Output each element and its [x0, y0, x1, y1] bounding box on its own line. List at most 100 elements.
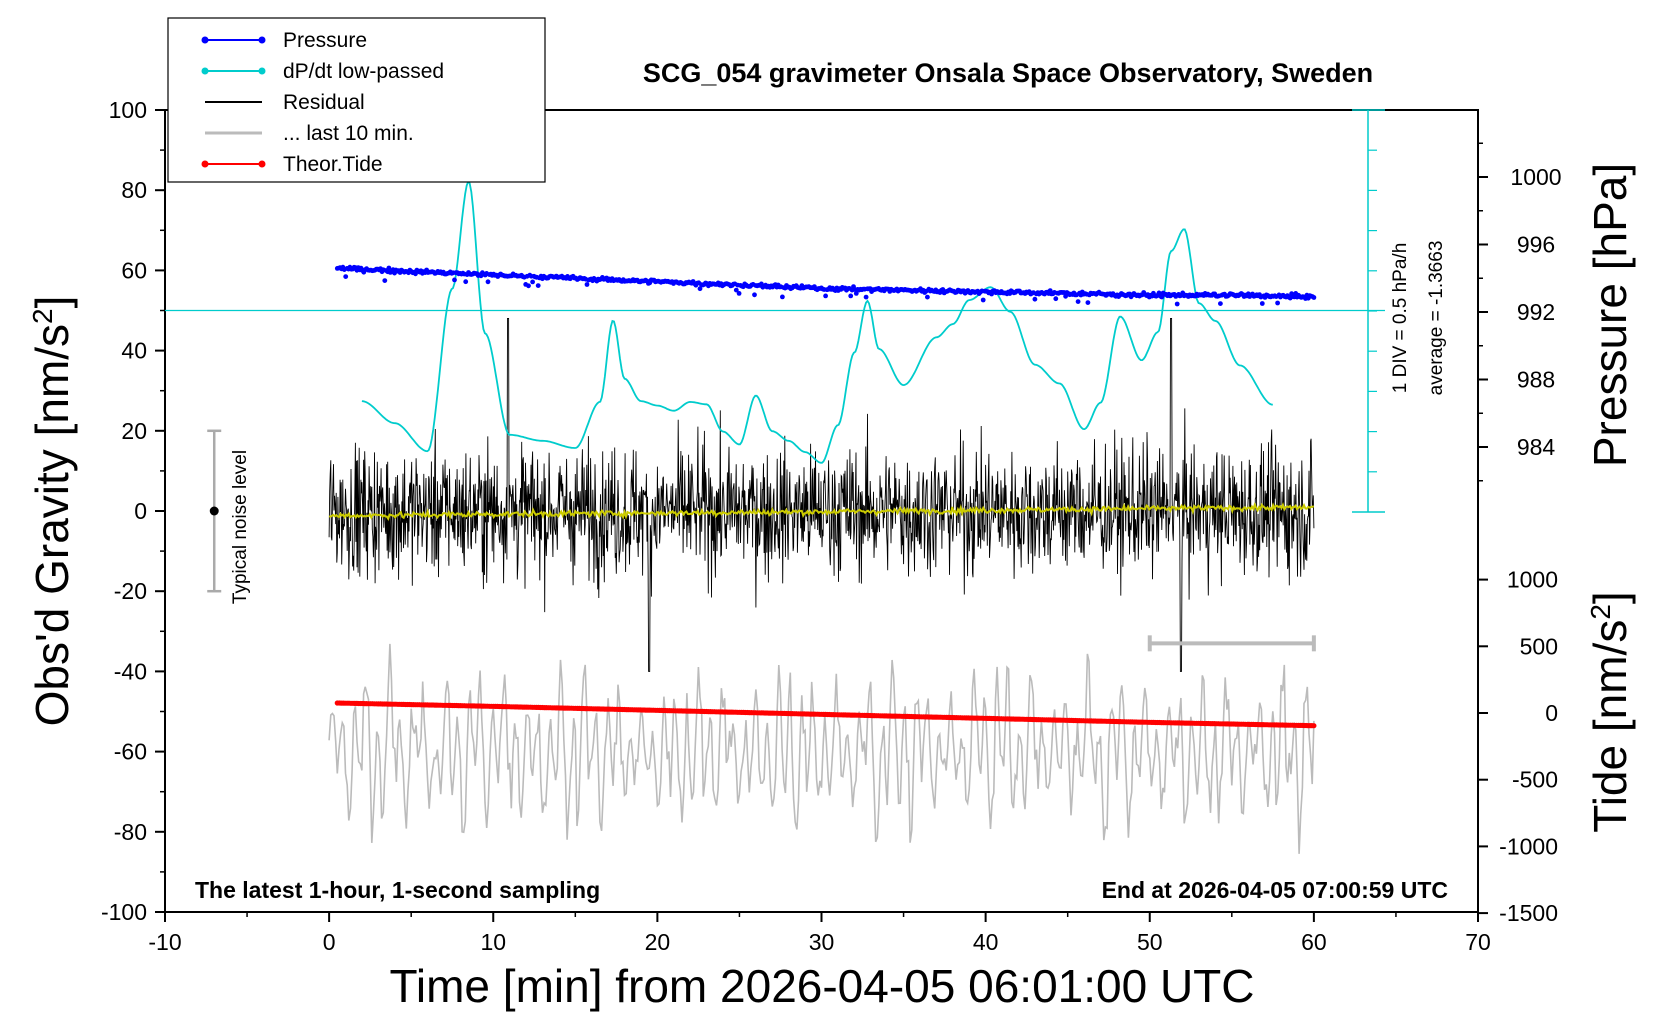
noise-level-label: Typical noise level [230, 450, 251, 604]
pressure-point [1259, 301, 1265, 306]
last10-series [328, 643, 1315, 854]
pressure-point [452, 277, 457, 283]
dpdt-scale-bar [165, 109, 1385, 513]
legend: Pressure dP/dt low-passed Residual ... last… [167, 17, 546, 183]
y-left-axis-title-sup: 2 [27, 308, 58, 324]
x-tick-label: 0 [323, 929, 336, 955]
chart-title: SCG_054 gravimeter Onsala Space Observat… [643, 58, 1373, 88]
pressure-point [853, 291, 859, 296]
x-tick-label: 30 [809, 929, 835, 955]
residual-mean-series [328, 501, 1314, 521]
legend-label: Residual [283, 91, 365, 114]
pressure-point [848, 293, 854, 299]
legend-box [167, 17, 546, 183]
legend-marker [258, 67, 266, 75]
pressure-tick-label: 1000 [1510, 164, 1561, 190]
y-tick-label: 100 [109, 97, 147, 123]
pressure-point [535, 283, 541, 288]
tide-series [334, 700, 1317, 729]
pressure-axis-title: Pressure [hPa] [1584, 163, 1636, 467]
y-tick-label: 60 [121, 257, 147, 283]
tide-axis-title-end: ] [1584, 591, 1636, 604]
x-tick-label: 10 [480, 929, 506, 955]
tide-tick-label: -1500 [1499, 900, 1558, 926]
pressure-point [1311, 295, 1317, 300]
y-tick-label: 40 [121, 338, 147, 364]
dpdt-line [361, 179, 1273, 464]
legend-marker [201, 160, 209, 168]
x-tick-label: 50 [1137, 929, 1163, 955]
legend-marker [258, 36, 266, 44]
tide-axis-title-main: Tide [nm/s [1584, 620, 1636, 833]
note-left: The latest 1-hour, 1-second sampling [195, 877, 600, 903]
pressure-point [463, 279, 469, 285]
noise-level-bar [207, 429, 222, 593]
dpdt-series [361, 179, 1273, 464]
pressure-axis: 1000 996 992 988 984 [1478, 142, 1562, 482]
y-tick-label: -60 [114, 739, 147, 765]
pressure-point [780, 294, 785, 300]
legend-marker [201, 36, 209, 44]
pressure-point [1275, 300, 1280, 306]
pressure-point [925, 294, 930, 300]
pressure-point [736, 291, 742, 296]
residual-line [328, 318, 1315, 672]
tide-tick-label: -1000 [1499, 833, 1558, 859]
note-right: End at 2026-04-05 07:00:59 UTC [1102, 877, 1448, 903]
pressure-point [530, 279, 535, 285]
x-tick-label: 70 [1465, 929, 1491, 955]
pressure-tick-label: 988 [1517, 367, 1555, 393]
y-left-axis-title-main: Obs'd Gravity [nm/s [26, 324, 78, 726]
pressure-point [697, 286, 703, 292]
pressure-point [752, 292, 757, 298]
pressure-series [334, 264, 1317, 307]
last10-range-bar [1147, 635, 1316, 652]
pressure-point [1085, 300, 1091, 305]
pressure-tick-label: 996 [1517, 232, 1555, 258]
tide-tick-label: 0 [1545, 700, 1558, 726]
tide-point [1311, 723, 1317, 729]
y-tick-label: 0 [134, 498, 147, 524]
legend-label: Theor.Tide [283, 153, 383, 176]
y-tick-label: -100 [101, 899, 147, 925]
tide-tick-label: 500 [1520, 633, 1558, 659]
pressure-point [343, 274, 349, 279]
legend-marker [258, 160, 266, 168]
y-tick-label: -80 [114, 819, 147, 845]
pressure-point [1218, 301, 1223, 306]
y-tick-label: -40 [114, 658, 147, 684]
dpdt-scale-label: 1 DIV = 0.5 hPa/h [1390, 243, 1411, 394]
legend-label: ... last 10 min. [283, 122, 414, 145]
y-left-axis-title: Obs'd Gravity [nm/s2] [26, 296, 78, 727]
x-tick-label: 40 [973, 929, 999, 955]
y-tick-label: 20 [121, 418, 147, 444]
dpdt-average-label: average = -1.3663 [1426, 241, 1447, 396]
pressure-point [980, 297, 986, 303]
x-axis: -10 0 10 20 30 40 50 60 70 [148, 912, 1491, 955]
y-left-axis: 100 80 60 40 20 0 -20 -40 -60 -80 -100 [101, 97, 165, 925]
tide-axis-title: Tide [nm/s2] [1584, 591, 1636, 832]
residual-series [328, 318, 1315, 672]
pressure-tick-label: 992 [1517, 299, 1555, 325]
pressure-point [382, 278, 388, 283]
tide-axis: 1000 500 0 -500 -1000 -1500 [1478, 567, 1558, 926]
y-tick-label: -20 [114, 578, 147, 604]
tide-tick-label: 1000 [1507, 567, 1558, 593]
pressure-point [485, 279, 491, 285]
x-tick-label: 20 [645, 929, 671, 955]
legend-marker [201, 67, 209, 75]
pressure-point [823, 293, 828, 299]
pressure-point [733, 287, 739, 293]
pressure-point [386, 265, 392, 271]
pressure-point [1053, 296, 1059, 302]
legend-label: Pressure [283, 29, 367, 52]
last10-line [328, 643, 1315, 854]
x-tick-label: 60 [1301, 929, 1327, 955]
pressure-point [584, 282, 590, 287]
tide-tick-label: -500 [1512, 767, 1558, 793]
pressure-point [863, 294, 869, 300]
pressure-tick-label: 984 [1517, 434, 1556, 460]
pressure-point [1174, 301, 1180, 307]
pressure-point [1075, 299, 1081, 304]
